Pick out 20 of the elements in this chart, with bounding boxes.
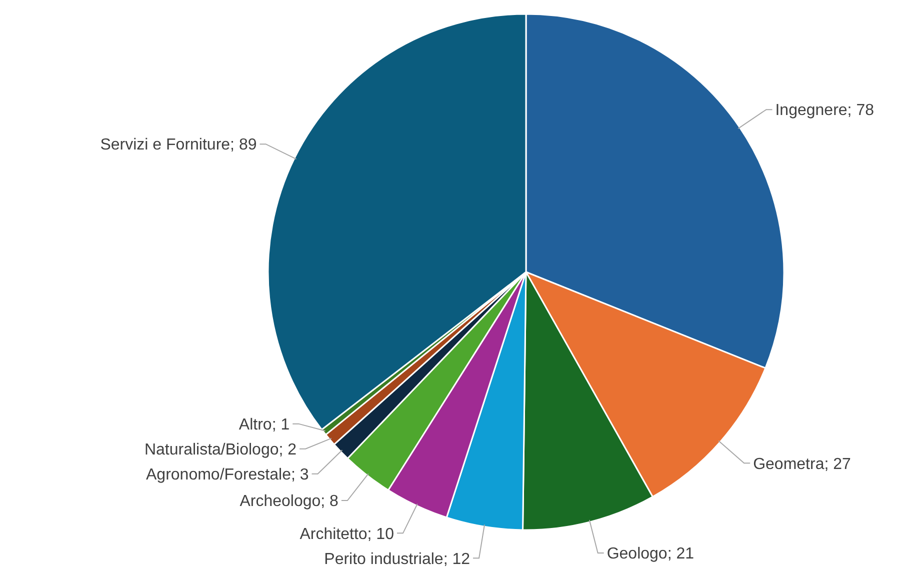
slice-label: Architetto xyxy=(300,526,368,543)
slice-label: Naturalista/Biologo xyxy=(144,441,279,458)
data-label: ; 2 xyxy=(278,441,297,458)
data-label: ; 8 xyxy=(320,493,339,510)
data-label: ; 21 xyxy=(667,546,694,563)
slice-label: Agronomo/Forestale xyxy=(146,466,292,484)
data-label: ; 89 xyxy=(230,136,257,154)
data-label: ; 12 xyxy=(443,550,470,568)
slice-label: Servizi e Forniture xyxy=(100,136,230,154)
data-label: ; 78 xyxy=(847,102,874,120)
slice-label: Archeologo xyxy=(240,493,321,510)
slice-label: Geologo xyxy=(606,546,668,563)
data-label: ; 3 xyxy=(290,466,309,484)
data-label: ; 1 xyxy=(272,416,290,434)
slice-label: Perito industriale xyxy=(324,550,444,568)
data-label: ; 27 xyxy=(824,456,852,473)
slice-label: Ingegnere xyxy=(775,102,848,120)
data-label: ; 10 xyxy=(367,526,394,543)
slice-label: Geometra xyxy=(753,456,824,473)
slice-label: Altro xyxy=(238,416,272,434)
